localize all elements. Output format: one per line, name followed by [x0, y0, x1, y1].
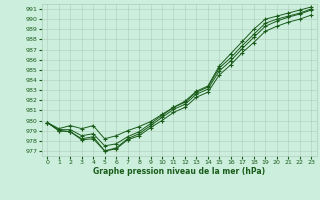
X-axis label: Graphe pression niveau de la mer (hPa): Graphe pression niveau de la mer (hPa): [93, 167, 265, 176]
